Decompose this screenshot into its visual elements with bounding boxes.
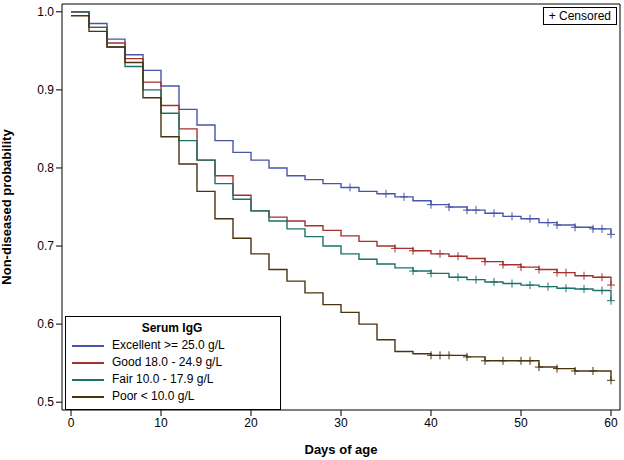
svg-text:0: 0 bbox=[68, 416, 75, 430]
svg-text:0.6: 0.6 bbox=[37, 317, 54, 331]
svg-text:0.7: 0.7 bbox=[37, 239, 54, 253]
svg-text:50: 50 bbox=[514, 416, 528, 430]
html-text:Serum IgG: Serum IgG bbox=[141, 321, 203, 335]
svg-text:0.9: 0.9 bbox=[37, 83, 54, 97]
html-text:+ Censored: + Censored bbox=[548, 9, 611, 23]
svg-text:1.0: 1.0 bbox=[37, 5, 54, 19]
svg-text:0.8: 0.8 bbox=[37, 161, 54, 175]
svg-text:10: 10 bbox=[154, 416, 168, 430]
svg-text:40: 40 bbox=[424, 416, 438, 430]
svg-text:Non-diseased probability: Non-diseased probability bbox=[8, 129, 14, 285]
html-text:Good 18.0 - 24.9 g/L: Good 18.0 - 24.9 g/L bbox=[112, 355, 223, 369]
svg-text:0.5: 0.5 bbox=[37, 395, 54, 409]
html-text:Poor < 10.0 g/L: Poor < 10.0 g/L bbox=[112, 389, 195, 403]
html-text:Fair 10.0 - 17.9 g/L: Fair 10.0 - 17.9 g/L bbox=[112, 372, 214, 386]
svg-text:20: 20 bbox=[244, 416, 258, 430]
svg-text:Days of age: Days of age bbox=[305, 442, 378, 457]
svg-text:30: 30 bbox=[334, 416, 348, 430]
html-text:Excellent >= 25.0 g/L: Excellent >= 25.0 g/L bbox=[112, 338, 225, 352]
svg-text:60: 60 bbox=[604, 416, 616, 430]
